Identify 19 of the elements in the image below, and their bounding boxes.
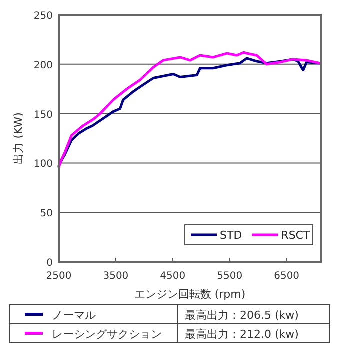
x-tick-label: 6500 [274,271,300,282]
y-tick-label: 150 [34,110,53,121]
legend-label: STD [220,229,242,242]
y-tick-label: 100 [34,159,53,170]
text: レーシングサクション [52,328,162,341]
x-tick-label: 4500 [160,271,186,282]
x-tick-label: 5500 [217,271,243,282]
x-tick-label: 3500 [103,271,129,282]
y-axis-title: 出力 (KW) [12,112,25,164]
text: ノーマル [52,309,96,322]
y-tick-label: 200 [34,60,53,72]
y-tick-label: 250 [34,11,53,22]
x-axis-title: エンジン回転数 (rpm) [134,288,246,301]
y-tick-label: 50 [40,208,53,220]
y-tick-label: 0 [46,258,53,269]
text: 最高出力：206.5 (kw) [185,309,299,322]
text: 最高出力：212.0 (kw) [185,328,299,341]
x-tick-label: 2500 [46,271,72,282]
legend-label: RSCT [281,229,310,242]
